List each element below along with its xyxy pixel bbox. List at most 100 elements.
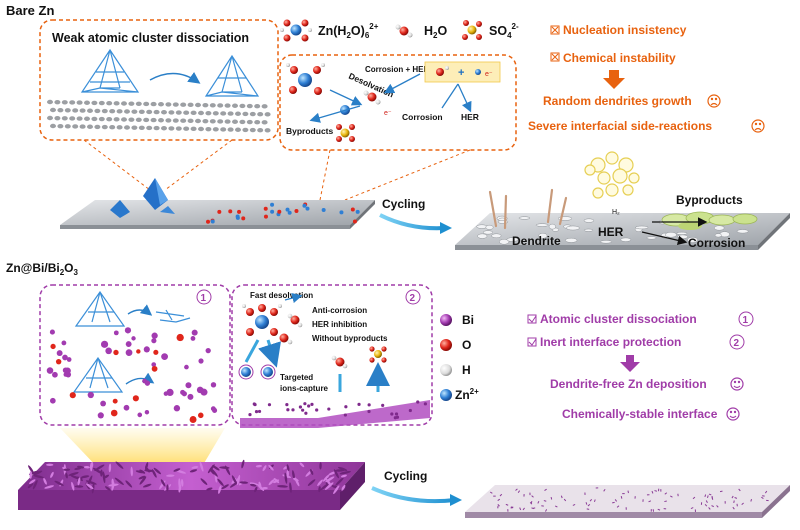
zn-lattice-atom	[61, 100, 68, 105]
coating-atom	[286, 408, 290, 412]
zn-lattice-atom	[190, 126, 197, 132]
nanosheet	[189, 469, 198, 473]
zn-lattice-atom	[143, 117, 150, 123]
deposition-fleck	[529, 492, 531, 496]
result-item-0: Random dendrites growth	[543, 94, 692, 108]
corrosion-pit	[646, 236, 657, 240]
nanosheet	[339, 470, 351, 475]
zn-lattice-atom	[150, 117, 157, 123]
corrosion-pit	[548, 223, 556, 230]
zn-lattice-atom	[109, 125, 116, 130]
zn-lattice-atom	[175, 110, 182, 115]
deposition-fleck	[612, 501, 615, 504]
nanosheet	[191, 466, 199, 469]
hydrogen-bubble	[622, 184, 634, 196]
nanosheet	[85, 483, 94, 490]
zn-lattice-atom	[227, 111, 234, 116]
zn-lattice-atom	[79, 108, 86, 113]
deposition-fleck	[642, 499, 644, 502]
deposition-fleck	[572, 503, 576, 506]
zn-lattice-atom	[220, 111, 227, 116]
bi-atom	[63, 372, 68, 377]
zn-lattice-atom	[172, 102, 179, 107]
bi-atom	[87, 391, 94, 399]
nanosheet	[33, 474, 44, 479]
h2-label: H₂	[612, 209, 620, 216]
deposition-fleck	[736, 503, 738, 507]
nanosheet	[277, 485, 288, 488]
zn-lattice-atom	[246, 119, 253, 125]
zn-lattice-atom	[161, 110, 167, 115]
coating-atom	[307, 404, 311, 408]
zn-lattice-atom	[64, 124, 71, 129]
deposition-fleck	[593, 499, 596, 503]
nanosheet	[340, 474, 347, 478]
deposition-fleck	[614, 499, 618, 502]
zn-lattice-atom	[64, 108, 71, 113]
bi-atom	[100, 340, 109, 348]
bi-atom	[151, 338, 157, 344]
deposition-fleck	[627, 490, 629, 494]
deposition-fleck	[733, 500, 735, 504]
bi-atom	[151, 365, 158, 372]
bi-coating-layer	[240, 400, 430, 428]
bi-atom	[97, 412, 104, 419]
corrosion-small-label: Corrosion	[402, 112, 443, 122]
zn-lattice-atom	[121, 117, 127, 122]
zn-lattice-atom	[220, 127, 227, 132]
byproducts-label: Byproducts	[286, 126, 334, 136]
nanosheet	[50, 471, 54, 478]
zn-lattice-atom	[257, 128, 264, 133]
zn-lattice-atom	[232, 103, 238, 108]
nanosheet	[173, 468, 181, 472]
hydrogen-bubble	[628, 172, 640, 184]
nanosheet	[74, 485, 84, 488]
issue-item-1: Chemical instability	[563, 51, 676, 65]
bi-atom-icon	[440, 314, 452, 326]
corrosion-pointer-arrow	[641, 231, 688, 246]
ion-capture-arrows	[244, 339, 275, 362]
nanosheet	[292, 470, 295, 480]
corrosion-pit	[485, 224, 494, 230]
zn-lattice-atom	[50, 123, 56, 129]
nanosheet	[221, 484, 229, 490]
sad-face-icon	[751, 119, 765, 133]
zn-lattice-atom	[87, 108, 93, 113]
plate-nanosheet-texture	[27, 459, 351, 495]
deposition-fleck	[587, 504, 591, 507]
result-item-1: Severe interfacial side-reactions	[528, 119, 712, 133]
plate-ion	[305, 206, 310, 211]
deposition-fleck	[523, 494, 525, 497]
deposition-fleck	[734, 497, 738, 499]
nanosheet	[294, 477, 300, 487]
zn-lattice-atom	[57, 107, 64, 113]
deposition-fleck	[660, 489, 662, 492]
deposition-fleck	[603, 488, 606, 492]
deposition-fleck	[510, 506, 514, 508]
bi-atom	[110, 409, 118, 417]
corrosion-pit	[676, 231, 688, 235]
byproducts-after-label: Byproducts	[676, 193, 743, 207]
plate-ion	[285, 207, 290, 212]
hydrogen-bubble	[597, 171, 611, 185]
deposition-fleck	[541, 505, 544, 507]
deposition-fleck	[550, 496, 553, 500]
nanosheet	[71, 481, 75, 491]
plate-ion	[228, 209, 233, 214]
zn-lattice-atom	[138, 109, 145, 115]
benefit-list: Atomic cluster dissociation 1 Inert inte…	[527, 311, 754, 421]
electron-label: e⁻	[384, 110, 392, 117]
cycling-arrow-top	[379, 213, 446, 231]
zn-lattice-atom	[47, 99, 53, 105]
corrosion-pit	[620, 237, 632, 242]
zn-lattice-atom	[165, 118, 172, 123]
cluster-pyramid-left	[80, 48, 140, 93]
corrosion-pit	[482, 230, 493, 235]
deposition-fleck	[519, 507, 522, 511]
zn-lattice-atom	[47, 115, 53, 121]
nanosheet	[33, 470, 43, 476]
deposition-fleck	[497, 504, 500, 507]
plate-ion	[355, 209, 360, 214]
plate-ion	[270, 209, 275, 214]
deposition-fleck	[497, 498, 501, 501]
